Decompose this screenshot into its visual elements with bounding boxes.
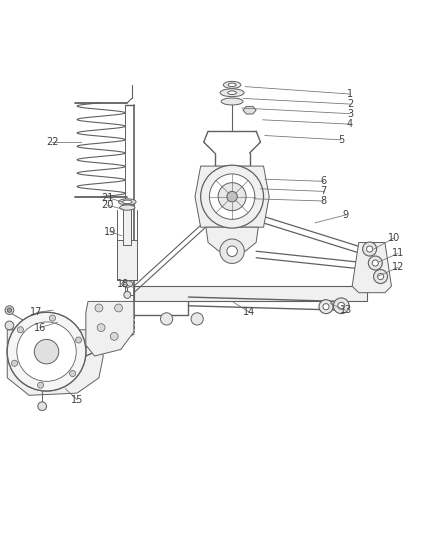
Circle shape	[209, 174, 255, 220]
Circle shape	[34, 340, 59, 364]
Circle shape	[97, 324, 105, 332]
Circle shape	[367, 246, 373, 252]
Circle shape	[319, 300, 333, 313]
Text: 14: 14	[244, 308, 256, 317]
Circle shape	[368, 256, 382, 270]
Circle shape	[363, 242, 377, 256]
Circle shape	[5, 306, 14, 314]
Circle shape	[5, 321, 14, 330]
Polygon shape	[195, 166, 269, 227]
Ellipse shape	[122, 281, 133, 287]
Ellipse shape	[123, 200, 132, 204]
Text: 20: 20	[102, 200, 114, 211]
Bar	[124, 209, 131, 245]
Circle shape	[227, 246, 237, 256]
Text: 17: 17	[30, 308, 42, 317]
Circle shape	[17, 322, 76, 381]
Ellipse shape	[220, 89, 244, 96]
Circle shape	[374, 270, 388, 284]
Polygon shape	[86, 302, 134, 356]
Text: 13: 13	[339, 305, 352, 315]
Polygon shape	[352, 243, 392, 293]
Circle shape	[17, 322, 76, 381]
Ellipse shape	[119, 199, 136, 205]
Polygon shape	[243, 107, 256, 114]
Circle shape	[191, 313, 203, 325]
Ellipse shape	[223, 82, 241, 88]
Circle shape	[218, 183, 246, 211]
Circle shape	[18, 327, 24, 333]
Text: 12: 12	[392, 262, 404, 272]
Ellipse shape	[228, 91, 237, 94]
Text: 21: 21	[102, 192, 114, 203]
Circle shape	[338, 302, 345, 309]
Polygon shape	[7, 330, 103, 395]
Circle shape	[220, 239, 244, 263]
Text: 9: 9	[343, 210, 349, 220]
Circle shape	[333, 298, 349, 313]
Text: 5: 5	[338, 135, 344, 145]
Text: 4: 4	[347, 119, 353, 129]
Circle shape	[75, 337, 81, 343]
Circle shape	[115, 304, 123, 312]
Circle shape	[110, 333, 118, 340]
Text: 16: 16	[34, 322, 46, 333]
Circle shape	[372, 260, 378, 266]
Circle shape	[34, 340, 59, 364]
Circle shape	[38, 382, 44, 388]
Polygon shape	[134, 286, 367, 302]
Text: 7: 7	[321, 187, 327, 196]
Circle shape	[70, 370, 76, 377]
Polygon shape	[206, 227, 258, 251]
Circle shape	[124, 292, 131, 298]
Text: 8: 8	[321, 196, 327, 206]
Text: 19: 19	[104, 227, 116, 237]
Circle shape	[11, 360, 18, 366]
Circle shape	[49, 315, 56, 321]
Text: 22: 22	[46, 137, 58, 147]
Text: 6: 6	[321, 176, 327, 187]
Circle shape	[323, 304, 329, 310]
Text: 18: 18	[117, 279, 129, 289]
Circle shape	[160, 313, 173, 325]
Circle shape	[7, 312, 86, 391]
Circle shape	[227, 191, 237, 202]
Circle shape	[7, 308, 12, 312]
Ellipse shape	[120, 205, 135, 210]
Text: 2: 2	[347, 99, 353, 109]
Text: 15: 15	[71, 394, 83, 405]
Circle shape	[38, 402, 46, 410]
Text: 11: 11	[392, 248, 404, 259]
Circle shape	[7, 312, 86, 391]
Ellipse shape	[221, 98, 243, 105]
Text: 3: 3	[347, 109, 353, 119]
Circle shape	[95, 304, 103, 312]
Circle shape	[201, 165, 264, 228]
Text: 1: 1	[347, 89, 353, 99]
Ellipse shape	[228, 83, 236, 87]
Bar	[117, 240, 137, 280]
Text: 10: 10	[388, 233, 400, 243]
Circle shape	[378, 273, 384, 280]
